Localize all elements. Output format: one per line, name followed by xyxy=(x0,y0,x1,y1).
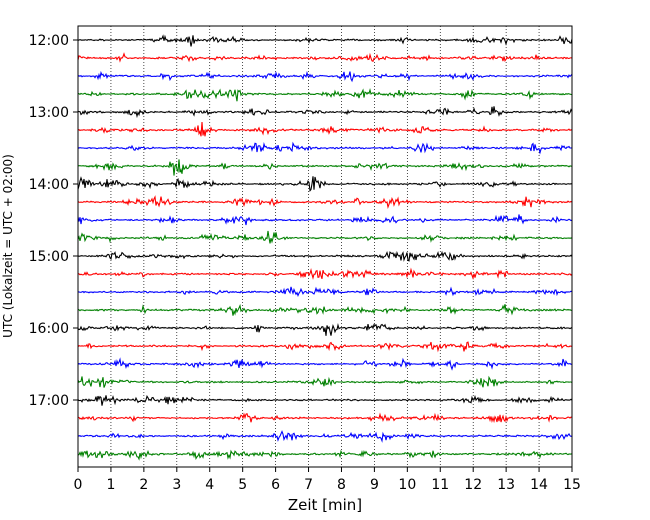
trace-line xyxy=(77,52,573,63)
trace-line xyxy=(77,176,573,192)
trace-line xyxy=(77,214,573,226)
trace-line xyxy=(77,375,573,388)
x-axis-ticks: 0 1 2 3 4 5 6 7 8 9 10 11 12 13 14 15 xyxy=(74,467,581,493)
trace-line xyxy=(77,449,573,461)
x-tick-label: 6 xyxy=(271,477,280,493)
x-tick-label: 0 xyxy=(74,477,83,493)
y-tick-label: 13:00 xyxy=(29,105,69,121)
plot-frame xyxy=(77,25,573,468)
x-tick-label: 2 xyxy=(139,477,148,493)
trace-line xyxy=(77,412,573,424)
trace-line xyxy=(77,430,573,443)
trace-line xyxy=(77,323,573,336)
y-axis-label: UTC (Lokalzeit = UTC + 02:00) xyxy=(1,154,15,338)
y-tick-label: 17:00 xyxy=(29,393,69,409)
x-tick-label: 11 xyxy=(431,477,449,493)
x-tick-label: 13 xyxy=(497,477,515,493)
x-tick-label: 12 xyxy=(464,477,482,493)
x-tick-label: 8 xyxy=(337,477,346,493)
x-tick-label: 15 xyxy=(563,477,581,493)
trace-line xyxy=(77,106,573,119)
trace-line xyxy=(77,286,573,298)
trace-line xyxy=(77,250,573,262)
y-tick-label: 15:00 xyxy=(29,249,69,265)
x-tick-label: 1 xyxy=(106,477,115,493)
trace-line xyxy=(77,87,573,102)
x-tick-label: 9 xyxy=(370,477,379,493)
trace-line xyxy=(77,159,573,176)
trace-line xyxy=(77,357,573,371)
x-tick-label: 3 xyxy=(172,477,181,493)
y-tick-label: 16:00 xyxy=(29,321,69,337)
trace-line xyxy=(77,195,573,209)
x-tick-label: 7 xyxy=(304,477,313,493)
y-tick-label: 12:00 xyxy=(29,33,69,49)
trace-line xyxy=(77,34,573,47)
trace-line xyxy=(77,70,573,83)
trace-line xyxy=(77,341,573,353)
x-tick-label: 10 xyxy=(398,477,416,493)
x-tick-label: 14 xyxy=(530,477,548,493)
x-axis-label: Zeit [min] xyxy=(288,496,362,514)
trace-line xyxy=(77,121,573,137)
trace-line xyxy=(77,141,573,155)
trace-line xyxy=(77,230,573,244)
y-tick-label: 14:00 xyxy=(29,177,69,193)
trace-line xyxy=(77,267,573,281)
trace-line xyxy=(77,303,572,316)
trace-line xyxy=(77,394,573,406)
trace-group xyxy=(77,34,573,461)
x-tick-label: 5 xyxy=(238,477,247,493)
y-axis-ticks: 12:00 13:00 14:00 15:00 16:00 17:00 xyxy=(29,33,78,409)
x-tick-label: 4 xyxy=(205,477,214,493)
